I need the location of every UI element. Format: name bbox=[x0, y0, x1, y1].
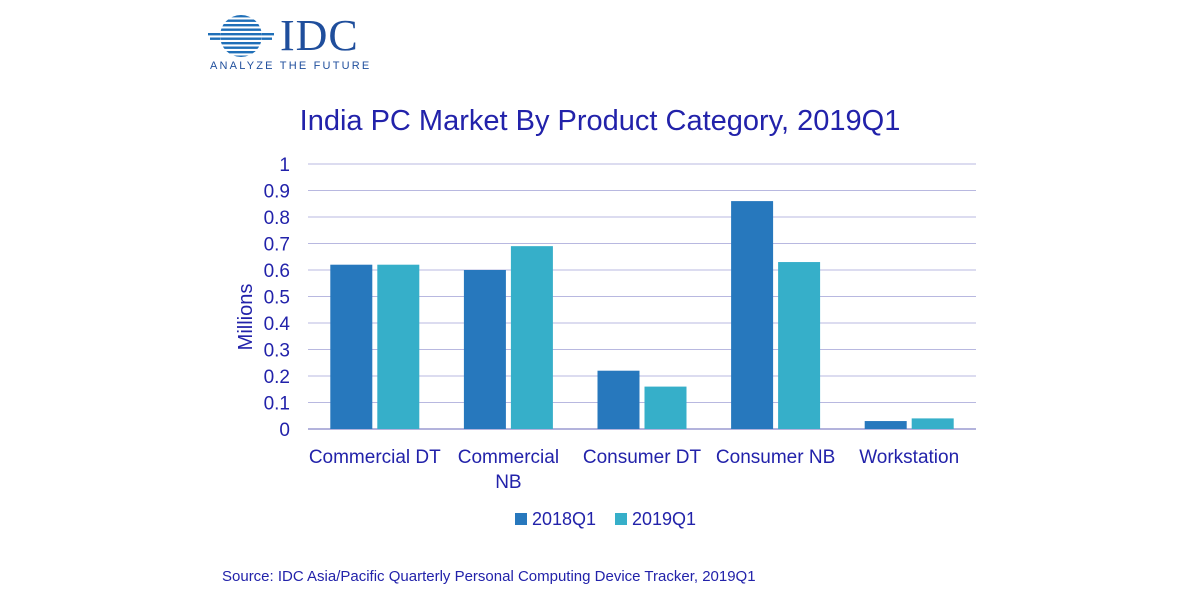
legend-label: 2018Q1 bbox=[532, 509, 596, 529]
bar-2018q1 bbox=[864, 421, 907, 429]
x-tick-label: Commercial DT bbox=[309, 447, 441, 468]
bar-2019q1 bbox=[778, 262, 821, 429]
bar-2019q1 bbox=[377, 264, 420, 429]
y-tick-label: 1 bbox=[279, 155, 290, 176]
x-tick-label-line: NB bbox=[495, 472, 521, 493]
bar-2018q1 bbox=[330, 264, 373, 429]
x-tick-label-line: Commercial bbox=[458, 447, 559, 468]
legend: 2018Q1 2019Q1 bbox=[515, 509, 696, 529]
y-tick-label: 0.5 bbox=[264, 288, 290, 309]
y-tick-label: 0.7 bbox=[264, 235, 290, 256]
bar-2019q1 bbox=[644, 386, 687, 429]
chart-title: India PC Market By Product Category, 201… bbox=[300, 105, 901, 137]
x-tick-label: Workstation bbox=[859, 447, 959, 468]
y-tick-label: 0.4 bbox=[264, 314, 291, 335]
y-tick-label: 0.9 bbox=[264, 182, 290, 203]
bar-2018q1 bbox=[731, 201, 774, 429]
x-tick-label: Commercial NB bbox=[458, 447, 559, 493]
x-tick-label: Consumer DT bbox=[583, 447, 702, 468]
y-tick-label: 0.1 bbox=[264, 394, 290, 415]
y-tick-label: 0.2 bbox=[264, 367, 290, 388]
idc-logo: IDC ANALYZE THE FUTURE bbox=[208, 11, 378, 74]
y-tick-label: 0 bbox=[279, 420, 290, 441]
bar-2018q1 bbox=[597, 370, 640, 429]
y-tick-label: 0.6 bbox=[264, 261, 290, 282]
bars bbox=[330, 201, 954, 429]
idc-globe-icon bbox=[208, 15, 274, 57]
y-axis-ticks: 0 0.1 0.2 0.3 0.4 0.5 0.6 0.7 0.8 0.9 1 bbox=[264, 155, 291, 441]
bar-2018q1 bbox=[463, 270, 506, 429]
bar-2019q1 bbox=[510, 246, 553, 429]
x-tick-label: Consumer NB bbox=[716, 447, 835, 468]
logo-wordmark: IDC bbox=[280, 11, 359, 60]
source-note: Source: IDC Asia/Pacific Quarterly Perso… bbox=[222, 568, 756, 585]
x-tick-label-line: Workstation bbox=[859, 447, 959, 468]
y-axis-label: Millions bbox=[235, 284, 257, 351]
gridlines bbox=[308, 163, 976, 430]
y-tick-label: 0.3 bbox=[264, 341, 290, 362]
logo-tagline: ANALYZE THE FUTURE bbox=[210, 60, 372, 72]
legend-swatch-2019q1 bbox=[615, 513, 627, 525]
legend-swatch-2018q1 bbox=[515, 513, 527, 525]
x-tick-label-line: Consumer NB bbox=[716, 447, 835, 468]
x-tick-label-line: Consumer DT bbox=[583, 447, 702, 468]
x-tick-label-line: Commercial DT bbox=[309, 447, 441, 468]
x-axis-ticks: Commercial DT Commercial NB Consumer DT Cons… bbox=[309, 447, 959, 493]
bar-2019q1 bbox=[911, 418, 954, 429]
y-tick-label: 0.8 bbox=[264, 208, 290, 229]
legend-label: 2019Q1 bbox=[632, 509, 696, 529]
